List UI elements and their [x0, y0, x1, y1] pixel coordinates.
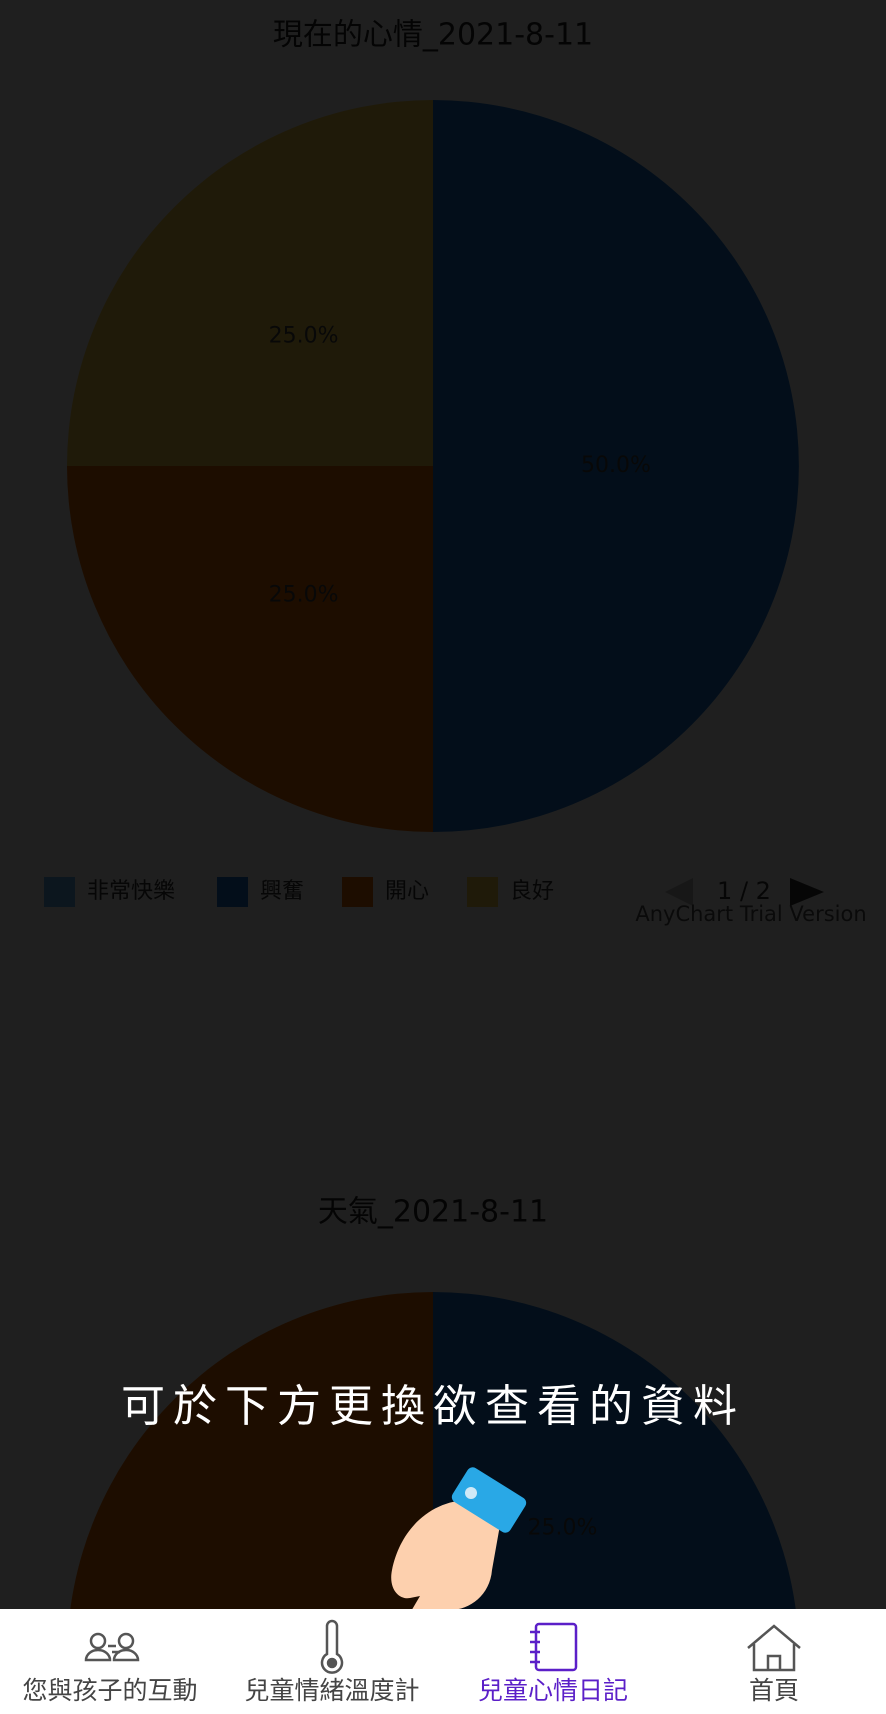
nav-label: 兒童情緒溫度計 [244, 1676, 419, 1705]
home-icon [747, 1624, 801, 1672]
nav-label: 兒童心情日記 [478, 1676, 628, 1705]
nav-label: 首頁 [749, 1676, 799, 1705]
hint-text: 可於下方更換欲查看的資料 [121, 1381, 745, 1432]
nav-icons [84, 1619, 801, 1674]
thermometer-icon [320, 1619, 344, 1674]
dim-overlay [0, 0, 886, 1609]
parent-child-icon [84, 1632, 140, 1662]
diary-icon [530, 1622, 578, 1672]
nav-label: 您與孩子的互動 [22, 1676, 197, 1705]
nav-bar [0, 1609, 886, 1714]
